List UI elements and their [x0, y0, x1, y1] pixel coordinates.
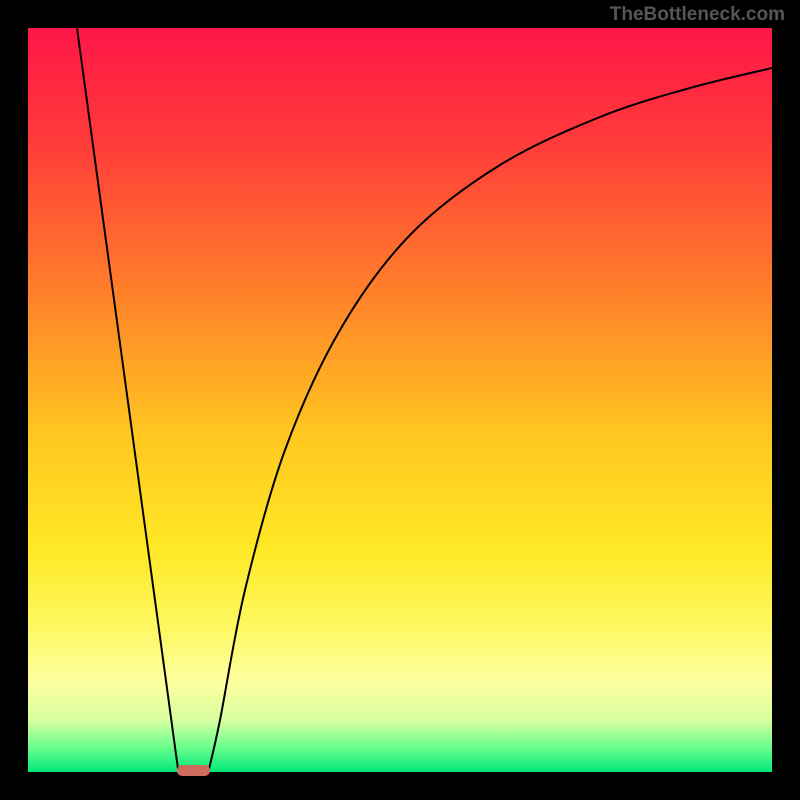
bottleneck-marker	[177, 765, 210, 776]
gradient-background	[28, 28, 772, 772]
chart-svg	[0, 0, 800, 800]
watermark-text: TheBottleneck.com	[610, 4, 785, 26]
bottleneck-chart: TheBottleneck.com	[0, 0, 800, 800]
